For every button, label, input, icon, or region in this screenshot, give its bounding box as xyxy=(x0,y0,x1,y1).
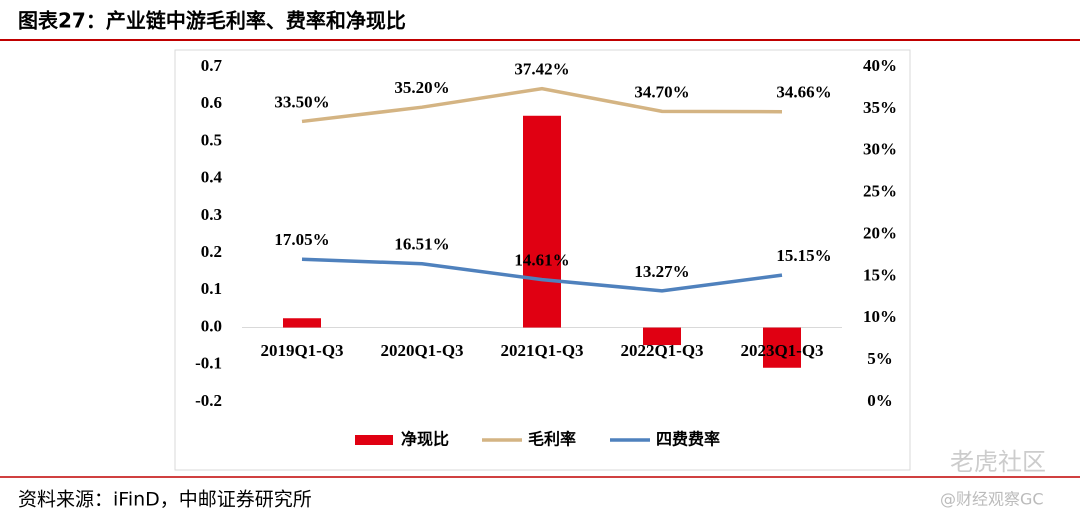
y2-tick-label: 20% xyxy=(863,223,897,242)
watermark: 老虎社区 xyxy=(950,448,1046,476)
y-tick-label: 0.3 xyxy=(201,205,222,224)
bar xyxy=(763,327,801,368)
data-label: 34.66% xyxy=(776,83,831,102)
data-label: 13.27% xyxy=(634,262,689,281)
y2-tick-label: 5% xyxy=(867,349,893,368)
y-tick-label: -0.2 xyxy=(195,391,222,410)
data-label: 17.05% xyxy=(274,230,329,249)
source: 资料来源：iFinD，中邮证券研究所 xyxy=(18,489,312,511)
bar xyxy=(283,318,321,328)
data-label: 15.15% xyxy=(776,246,831,265)
plot: 0.7 0.6 0.5 0.4 0.3 0.2 0.1 0.0 -0.1 -0.2 40% 35% 30… xyxy=(195,56,897,449)
legend-label: 四费费率 xyxy=(656,430,720,449)
legend-swatch xyxy=(355,435,393,445)
y2-tick-label: 35% xyxy=(863,98,897,117)
y2-tick-label: 40% xyxy=(863,56,897,75)
y-tick-label: 0.2 xyxy=(201,242,222,261)
y2-tick-label: 25% xyxy=(863,182,897,201)
watermark: @财经观察GC xyxy=(940,490,1044,509)
data-label: 37.42% xyxy=(514,60,569,79)
data-label: 14.61% xyxy=(514,251,569,270)
line xyxy=(301,86,783,124)
x-tick-label: 2023Q1-Q3 xyxy=(740,341,823,360)
x-tick-label: 2020Q1-Q3 xyxy=(380,341,463,360)
y2-tick-label: 10% xyxy=(863,307,897,326)
data-label: 34.70% xyxy=(634,82,689,101)
title: 图表27：产业链中游毛利率、费率和净现比 xyxy=(18,9,406,33)
data-label: 16.51% xyxy=(394,235,449,254)
legend-label: 毛利率 xyxy=(528,430,576,449)
data-label: 33.50% xyxy=(274,92,329,111)
line xyxy=(301,257,783,293)
y-tick-label: 0.5 xyxy=(201,130,222,149)
y2-tick-label: 0% xyxy=(867,391,893,410)
y2-tick-label: 30% xyxy=(863,140,897,159)
y-tick-label: 0.0 xyxy=(201,316,222,335)
y-tick-label: 0.6 xyxy=(201,93,222,112)
data-label: 35.20% xyxy=(394,78,449,97)
legend-label: 净现比 xyxy=(401,430,449,449)
y-tick-label: 0.1 xyxy=(201,279,222,298)
y2-tick-label: 15% xyxy=(863,265,897,284)
x-tick-label: 2021Q1-Q3 xyxy=(500,341,583,360)
y-tick-label: -0.1 xyxy=(195,354,222,373)
bar xyxy=(523,115,561,328)
chart-frame xyxy=(174,49,911,471)
bar xyxy=(643,327,681,346)
x-tick-label: 2022Q1-Q3 xyxy=(620,341,703,360)
x-tick-label: 2019Q1-Q3 xyxy=(260,341,343,360)
y-tick-label: 0.4 xyxy=(201,168,223,187)
y-tick-label: 0.7 xyxy=(201,56,223,75)
